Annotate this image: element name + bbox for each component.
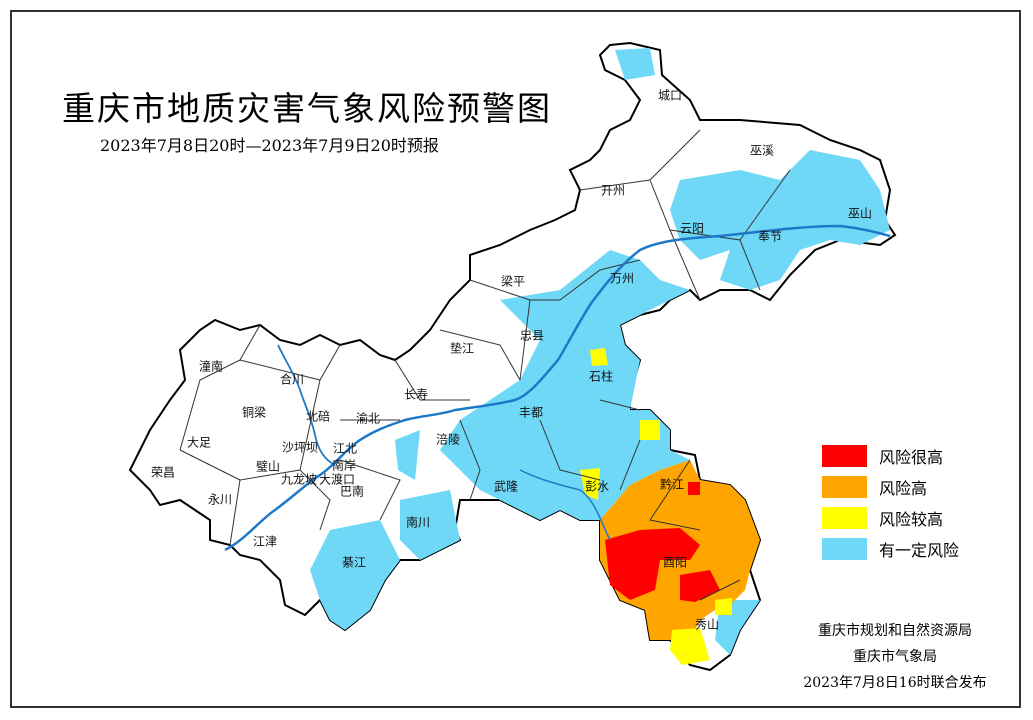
legend-swatch — [822, 506, 867, 529]
district-label: 南川 — [405, 515, 431, 530]
legend-label: 风险较高 — [879, 509, 944, 529]
issue-time: 2023年7月8日16时联合发布 — [803, 675, 987, 691]
map-frame — [10, 10, 1021, 708]
legend-item-high: 风险高 — [822, 471, 959, 502]
chongqing-base — [128, 41, 897, 672]
risk-area-moderate — [440, 250, 690, 520]
legend-item-elevated: 风险较高 — [822, 502, 959, 533]
issuer-block: 重庆市规划和自然资源局 重庆市气象局 2023年7月8日16时联合发布 — [780, 618, 1010, 696]
district-label: 巫山 — [847, 206, 873, 221]
district-label: 合川 — [279, 372, 305, 387]
district-label: 涪陵 — [435, 432, 461, 447]
risk-area-very-high — [605, 528, 700, 600]
legend-swatch — [822, 537, 867, 560]
risk-area-elevated — [715, 598, 732, 615]
legend-label: 风险高 — [879, 478, 928, 498]
risk-area-moderate — [400, 490, 460, 560]
risk-area-elevated — [590, 348, 608, 366]
district-label: 江津 — [252, 534, 278, 549]
legend-label: 有一定风险 — [879, 540, 960, 560]
district-label: 渝北 — [355, 411, 381, 426]
district-label: 潼南 — [198, 359, 224, 374]
risk-area-elevated — [670, 628, 710, 665]
district-label: 开州 — [600, 183, 626, 198]
district-label: 黔江 — [659, 477, 685, 492]
risk-legend: 风险很高 风险高 风险较高 有一定风险 — [822, 440, 959, 564]
district-label: 江北 — [332, 441, 358, 456]
district-label: 丰都 — [518, 405, 544, 420]
district-label: 石柱 — [588, 369, 614, 384]
legend-item-very-high: 风险很高 — [822, 440, 959, 471]
district-label: 秀山 — [694, 617, 720, 632]
legend-swatch — [822, 444, 867, 467]
jialing-river — [277, 344, 336, 466]
district-label: 酉阳 — [662, 555, 688, 570]
risk-area-moderate — [615, 48, 655, 80]
issuer-line: 重庆市气象局 — [853, 649, 937, 665]
risk-area-very-high — [688, 482, 700, 495]
district-label: 云阳 — [679, 221, 705, 236]
district-label: 綦江 — [341, 555, 367, 570]
district-label: 北碚 — [305, 409, 331, 424]
district-label: 铜梁 — [241, 405, 267, 420]
yangtze-river — [224, 224, 891, 552]
district-label: 巫溪 — [749, 143, 775, 158]
map-title: 重庆市地质灾害气象风险预警图 — [62, 89, 552, 128]
district-label: 大渡口 — [318, 472, 356, 487]
district-label: 梁平 — [500, 274, 526, 289]
district-label: 城口 — [657, 88, 683, 103]
risk-area-moderate — [670, 150, 890, 290]
district-label: 九龙坡 — [280, 472, 318, 487]
district-label: 武隆 — [493, 479, 519, 494]
wujiang-river — [519, 469, 611, 541]
risk-area-moderate — [395, 430, 420, 480]
issuer-line: 重庆市规划和自然资源局 — [818, 623, 972, 639]
rivers — [224, 224, 891, 552]
district-label: 长寿 — [403, 387, 429, 402]
risk-area-moderate — [310, 520, 400, 630]
legend-label: 风险很高 — [879, 447, 944, 467]
district-label: 荣昌 — [150, 465, 176, 480]
district-label: 南岸 — [331, 458, 357, 473]
district-label: 沙坪坝 — [281, 440, 319, 455]
forecast-period: 2023年7月8日20时—2023年7月9日20时预报 — [100, 136, 439, 155]
district-label: 巴南 — [339, 484, 365, 499]
legend-swatch — [822, 475, 867, 498]
legend-item-moderate: 有一定风险 — [822, 533, 959, 564]
district-label: 璧山 — [255, 459, 281, 474]
district-label: 大足 — [186, 435, 212, 450]
district-label: 彭水 — [584, 479, 610, 494]
risk-area-elevated — [640, 420, 660, 440]
district-label: 忠县 — [519, 328, 545, 343]
district-label: 万州 — [609, 271, 635, 286]
risk-area-very-high — [680, 570, 720, 602]
district-boundaries — [179, 129, 791, 601]
district-label: 奉节 — [757, 229, 783, 244]
district-label: 永川 — [207, 492, 233, 507]
risk-areas — [310, 48, 890, 665]
district-label: 垫江 — [449, 341, 475, 356]
